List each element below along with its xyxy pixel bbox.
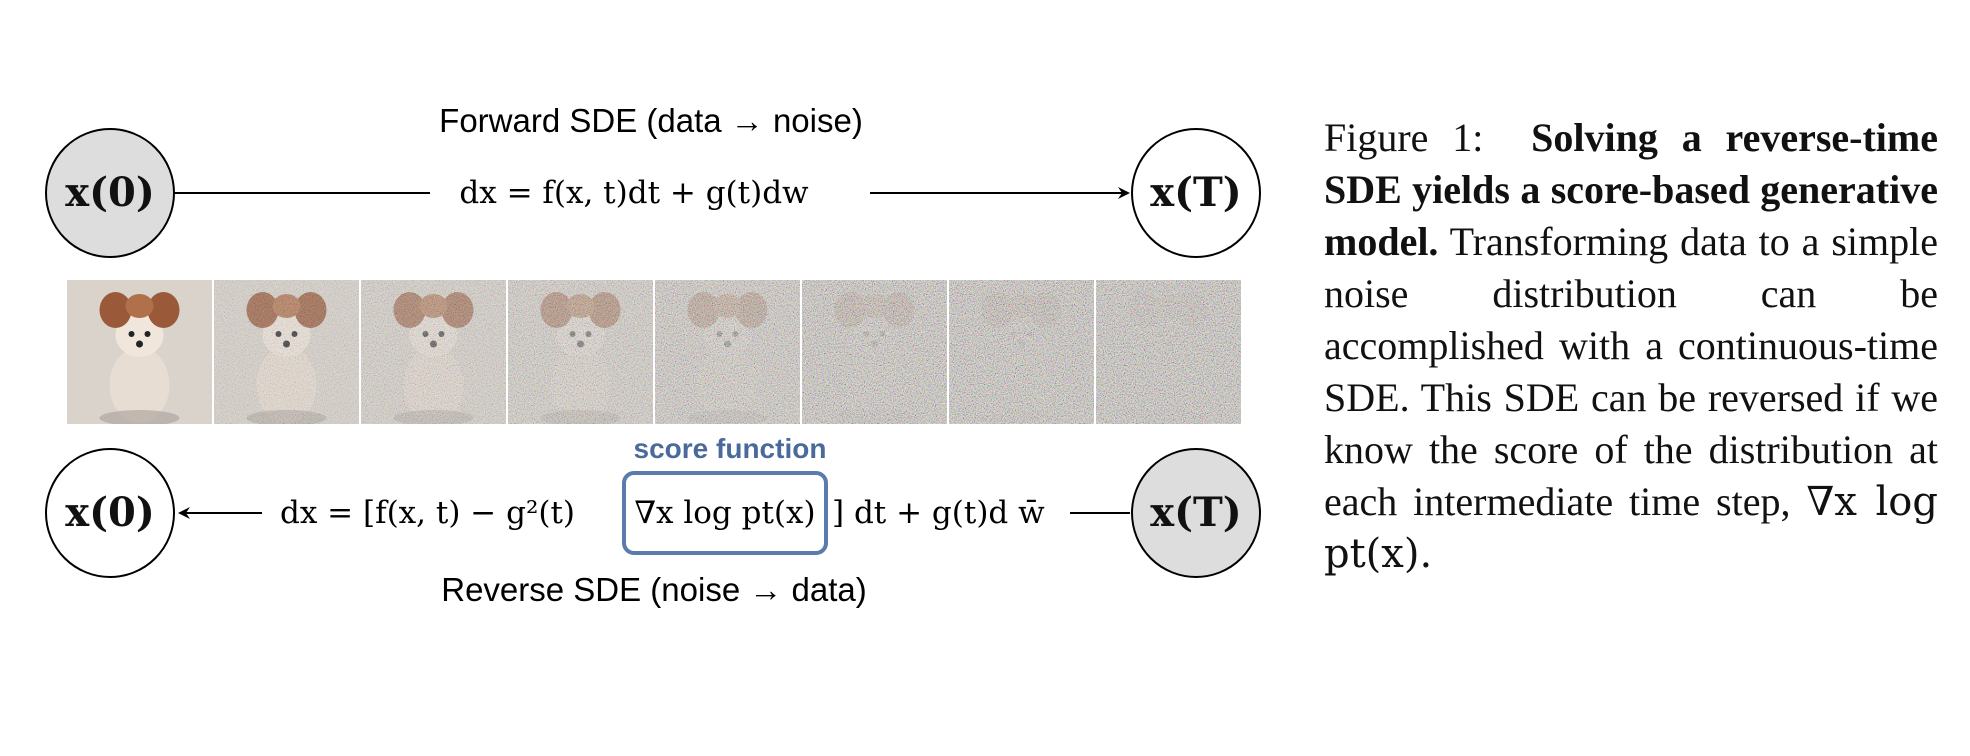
- figure-caption: Figure 1: Solving a reverse-time SDE yie…: [1324, 112, 1938, 580]
- image-strip: [67, 280, 1241, 424]
- reverse-end-node: [45, 448, 175, 578]
- reverse-equation-left: dx = [f(x, t) − g²(t): [280, 495, 575, 531]
- noise-step-image-4: [508, 280, 653, 424]
- noise-step-image-8: [1096, 280, 1241, 424]
- reverse-title: Reverse SDE (noise → data): [441, 571, 867, 608]
- noise-step-image-6: [802, 280, 947, 424]
- noise-step-image-7: [949, 280, 1094, 424]
- noise-step-image-1: [67, 280, 212, 424]
- noise-step-image-5: [655, 280, 800, 424]
- forward-end-node: [1131, 128, 1261, 258]
- caption-bold: Solving a reverse-time SDE yields a scor…: [1324, 115, 1938, 264]
- score-function-label: score function: [634, 433, 827, 464]
- forward-start-node-label: x(0): [65, 169, 155, 216]
- forward-equation: dx = f(x, t)dt + g(t)dw: [459, 175, 809, 211]
- noise-step-image-2: [214, 280, 359, 424]
- reverse-equation-right: ] dt + g(t)d w̄: [832, 495, 1045, 531]
- noise-step-image-3: [361, 280, 506, 424]
- reverse-end-node-label: x(0): [65, 489, 155, 536]
- reverse-start-node: [1131, 448, 1261, 578]
- reverse-equation-score: ∇x log pt(x): [634, 495, 815, 531]
- caption-label: Figure 1:: [1324, 115, 1484, 160]
- score-function-box: [622, 471, 828, 555]
- caption-math: ∇x log pt(x).: [1324, 479, 1938, 577]
- reverse-start-node-label: x(T): [1150, 489, 1241, 536]
- caption-body: Transforming data to a simple noise dist…: [1324, 219, 1938, 524]
- forward-end-node-label: x(T): [1150, 169, 1241, 216]
- forward-title: Forward SDE (data → noise): [439, 102, 863, 139]
